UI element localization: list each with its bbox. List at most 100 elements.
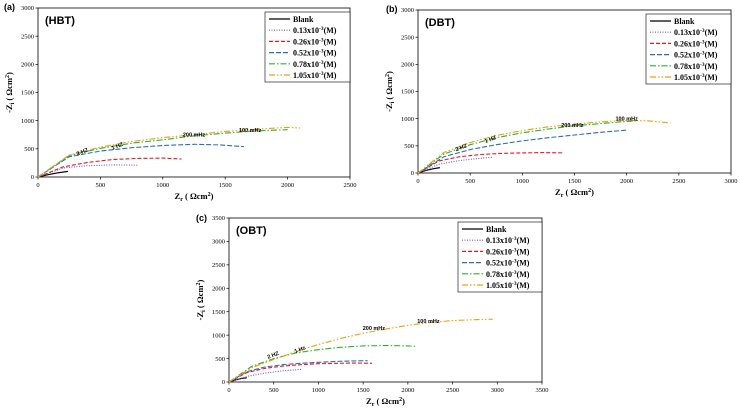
x-tick-label: 3000 (491, 387, 504, 394)
y-tick-label: 3000 (401, 7, 414, 14)
panel-label: (a) (4, 2, 15, 12)
y-axis-label: -Zi ( Ωcm2) (4, 72, 16, 113)
y-tick-label: 1500 (21, 90, 34, 97)
legend-entry: 0.13x10-3(M) (674, 28, 718, 37)
y-tick-label: 3500 (212, 215, 225, 222)
panel-label: (c) (196, 213, 207, 223)
legend-entry: 0.78x10-3(M) (674, 62, 718, 71)
y-tick-label: 1000 (212, 332, 225, 339)
x-tick-label: 0 (227, 387, 230, 394)
chart-panel-1: (b) 0 500 1000 1500 2000 2500 3000 0 500 1000 1500 2… (384, 4, 738, 199)
x-tick-label: 500 (465, 178, 475, 185)
frequency-annotation: 100 mHz (417, 319, 440, 325)
y-tick-label: 2000 (212, 285, 225, 292)
frequency-annotation: 1 HZ (484, 135, 498, 145)
x-tick-label: 2000 (620, 178, 633, 185)
legend-entry: 0.52x10-3(M) (293, 49, 337, 58)
y-axis-label: -Zi ( Ωcm2) (384, 71, 396, 112)
series-line-4 (417, 120, 638, 174)
series-line-1 (228, 368, 303, 383)
x-tick-label: 1500 (357, 387, 370, 394)
frequency-annotation: 100 mHz (616, 116, 639, 122)
frequency-annotation: 1 Hz (294, 345, 307, 355)
y-tick-label: 1000 (21, 118, 34, 125)
x-tick-label: 3500 (536, 387, 549, 394)
y-tick-label: 500 (215, 356, 225, 363)
series-line-5 (417, 119, 671, 174)
legend-entry: 0.78x10-3(M) (486, 270, 530, 279)
x-tick-label: 1000 (312, 387, 325, 394)
x-tick-label: 1500 (568, 178, 581, 185)
series-line-2 (228, 362, 373, 383)
x-tick-label: 0 (416, 178, 419, 185)
series-line-0 (417, 167, 441, 174)
legend-entry: Blank (674, 17, 695, 26)
y-tick-label: 3000 (21, 5, 34, 12)
plot-frame (228, 217, 543, 383)
y-tick-label: 2000 (401, 62, 414, 69)
legend-entry: Blank (293, 15, 314, 24)
frequency-annotation: 2 HZ (76, 147, 90, 157)
frequency-annotation: 100 mHz (239, 128, 262, 134)
y-tick-label: 1500 (212, 309, 225, 316)
x-tick-label: 3000 (725, 178, 738, 185)
x-tick-label: 2500 (672, 178, 685, 185)
frequency-annotation: 200 mHz (183, 132, 206, 138)
legend-entry: 1.05x10-3(M) (674, 73, 718, 82)
x-tick-label: 1000 (516, 178, 529, 185)
chart-title: (OBT) (236, 225, 267, 237)
y-tick-label: 0 (411, 170, 414, 177)
legend-entry: Blank (486, 225, 507, 234)
x-tick-label: 2000 (281, 182, 294, 189)
legend-entry: 0.26x10-3(M) (293, 37, 337, 46)
legend-entry: 0.52x10-3(M) (674, 51, 718, 60)
chart-panel-0: (a) 0 500 1000 1500 2000 2500 0 500 1000 1500 2000 2… (4, 2, 357, 203)
x-axis-label: Zr ( Ωcm2) (555, 187, 594, 199)
series-line-1 (37, 164, 138, 178)
y-tick-label: 0 (222, 379, 225, 386)
y-tick-label: 500 (404, 143, 414, 150)
x-tick-label: 500 (269, 387, 279, 394)
legend-box (645, 13, 732, 85)
legend-entry: 0.13x10-3(M) (293, 26, 337, 35)
legend: Blank 0.13x10-3(M) 0.26x10-3(M) 0.52x10-3(M… (457, 221, 543, 293)
y-tick-label: 3000 (212, 239, 225, 246)
series-line-0 (37, 170, 69, 178)
series-line-3 (37, 143, 244, 178)
x-tick-label: 2000 (401, 387, 414, 394)
series-line-4 (228, 344, 417, 383)
legend-entry: 0.52x10-3(M) (486, 259, 530, 268)
series-line-5 (228, 318, 493, 383)
y-tick-label: 0 (31, 174, 34, 181)
series-line-3 (228, 360, 368, 383)
series-line-2 (417, 152, 565, 174)
frequency-annotation: 2 HZ (455, 143, 469, 153)
x-tick-label: 1500 (219, 182, 232, 189)
legend-entry: 0.78x10-3(M) (293, 60, 337, 69)
x-tick-label: 1000 (156, 182, 169, 189)
legend-entry: 0.13x10-3(M) (486, 236, 530, 245)
y-axis-label: -Zi ( Ωcm2) (195, 279, 207, 320)
x-axis-label: Zr ( Ωcm2) (366, 396, 405, 408)
chart-title: (DBT) (425, 17, 455, 29)
panel-label: (b) (386, 4, 398, 14)
series-line-5 (37, 126, 301, 178)
x-tick-label: 0 (36, 182, 39, 189)
x-axis-label: Zr ( Ωcm2) (175, 191, 214, 203)
y-tick-label: 1500 (401, 89, 414, 96)
legend-entry: 1.05x10-3(M) (486, 281, 530, 290)
legend-box (457, 221, 543, 293)
chart-panel-2: (c) 0 500 1000 1500 2000 2500 3000 3500 0 500 1000 1… (195, 213, 549, 408)
y-tick-label: 500 (24, 146, 34, 153)
series-line-3 (417, 129, 627, 174)
y-tick-label: 2500 (212, 262, 225, 269)
legend-entry: 0.26x10-3(M) (674, 39, 718, 48)
frequency-annotation: 1 HZ (111, 142, 125, 152)
frequency-annotation: 200 mHz (363, 326, 386, 332)
legend: Blank 0.13x10-3(M) 0.26x10-3(M) 0.52x10-3(M… (264, 11, 351, 83)
y-tick-label: 2000 (21, 62, 34, 69)
x-tick-label: 500 (96, 182, 106, 189)
legend-entry: 1.05x10-3(M) (293, 71, 337, 80)
